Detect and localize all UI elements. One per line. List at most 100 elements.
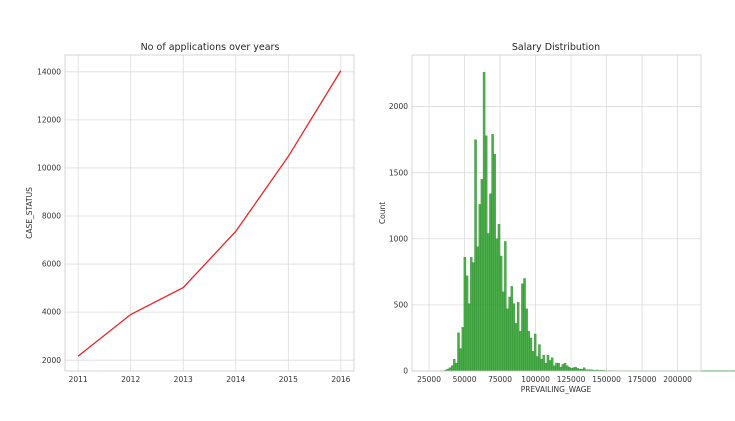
histogram-bar	[534, 333, 537, 372]
y-tick-label: 4000	[42, 308, 61, 317]
histogram-ylabel: Count	[378, 202, 387, 224]
histogram-bar	[510, 286, 513, 372]
histogram-bar	[476, 246, 479, 372]
y-tick-label: 14000	[37, 67, 61, 76]
x-tick-label: 100000	[521, 375, 550, 384]
histogram-bar	[553, 365, 556, 372]
y-tick-label: 2000	[389, 102, 408, 111]
line-chart-frame	[64, 54, 355, 372]
histogram-bar	[502, 291, 505, 372]
histogram-bar	[519, 331, 522, 372]
x-tick-label: 200000	[663, 375, 692, 384]
y-tick-label: 1000	[389, 234, 408, 243]
histogram-bar	[557, 362, 560, 372]
histogram-title: Salary Distribution	[512, 42, 600, 53]
histogram-bar	[459, 348, 462, 372]
x-tick-label: 2011	[69, 375, 88, 384]
x-tick-label: 2014	[226, 375, 245, 384]
histogram-bar	[514, 323, 518, 372]
histogram-bar	[538, 344, 541, 372]
histogram-ticks: 25000 50000 75000 100000 125000 150000 175000 2…	[389, 102, 692, 384]
histogram-bar	[521, 283, 524, 372]
histogram-bar	[531, 351, 535, 372]
histogram-bar	[470, 257, 473, 372]
histogram-bar	[565, 365, 569, 372]
x-tick-label: 150000	[592, 375, 621, 384]
histogram-bar	[497, 224, 501, 372]
x-tick-label: 50000	[453, 375, 477, 384]
histogram-bar	[544, 362, 548, 372]
histogram-xlabel: PREVAILING_WAGE	[521, 385, 592, 394]
x-tick-label: 175000	[628, 375, 657, 384]
histogram-grid	[412, 55, 701, 372]
histogram-bar	[561, 364, 565, 372]
x-tick-label: 2013	[174, 375, 193, 384]
histogram-bar	[463, 257, 467, 372]
histogram-bar	[493, 154, 496, 372]
line-series	[77, 70, 342, 357]
histogram-bar	[527, 331, 530, 372]
histogram-bar	[467, 303, 471, 372]
histogram-bar	[478, 204, 482, 372]
y-tick-label: 12000	[37, 115, 61, 124]
histogram-bar	[512, 303, 516, 372]
histogram-bar	[450, 365, 454, 372]
histogram-bar	[472, 262, 475, 372]
histogram-bar	[448, 367, 452, 372]
histogram-bar	[574, 366, 577, 372]
histogram-bar	[583, 367, 586, 372]
line-chart-title: No of applications over years	[141, 42, 280, 53]
histogram-frame	[411, 54, 702, 372]
y-tick-label: 6000	[42, 260, 61, 269]
x-tick-label: 25000	[417, 375, 441, 384]
y-tick-label: 500	[394, 300, 409, 309]
x-tick-label: 2015	[279, 375, 298, 384]
histogram-bar	[525, 308, 528, 372]
histogram-bar	[508, 296, 511, 372]
histogram-bar	[551, 357, 554, 372]
histogram-bar	[504, 241, 507, 372]
histogram-bar	[555, 362, 558, 372]
line-chart-ticks: 2011 2012 2013 2014 2015 2016 2000 4000 6000 8000…	[37, 67, 350, 384]
histogram-bar	[485, 135, 488, 372]
histogram-bar	[572, 367, 575, 372]
histogram-bar	[480, 179, 484, 372]
line-chart: No of applications over years 2011 2012 20…	[25, 42, 355, 384]
line-chart-series	[77, 70, 342, 357]
line-chart-ylabel: CASE_STATUS	[25, 187, 34, 239]
x-tick-label: 2012	[121, 375, 140, 384]
histogram-bars	[440, 72, 735, 372]
y-tick-label: 10000	[37, 164, 61, 173]
histogram-bar	[548, 360, 552, 372]
histogram-bar	[523, 278, 526, 372]
histogram-bar	[516, 302, 520, 372]
x-tick-label: 125000	[557, 375, 586, 384]
histogram-bar	[536, 356, 539, 372]
histogram-bar	[563, 362, 567, 372]
histogram-bar	[453, 358, 456, 372]
y-tick-label: 0	[403, 367, 408, 376]
histogram-bar	[506, 308, 509, 372]
histogram-bar	[568, 366, 571, 372]
y-tick-label: 8000	[42, 212, 61, 221]
y-tick-label: 1500	[389, 168, 408, 177]
histogram-bar	[499, 255, 503, 372]
histogram-bar	[546, 355, 550, 372]
histogram-bar	[559, 366, 562, 372]
histogram-bar	[540, 358, 543, 372]
histogram-bar	[529, 337, 533, 372]
histogram-bar	[491, 134, 494, 372]
histogram-bar	[542, 355, 545, 372]
line-chart-grid	[65, 55, 354, 371]
y-tick-label: 2000	[42, 356, 61, 365]
histogram-bar	[489, 193, 492, 372]
histogram-bar	[465, 275, 469, 372]
histogram-bar	[461, 327, 464, 372]
histogram-bar	[482, 72, 486, 372]
histogram-chart: Salary Distribution 25000 50000 75000 10000…	[378, 42, 735, 394]
histogram-bar	[495, 238, 499, 372]
x-tick-label: 2016	[331, 375, 350, 384]
x-tick-label: 75000	[488, 375, 512, 384]
histogram-bar	[457, 332, 460, 372]
